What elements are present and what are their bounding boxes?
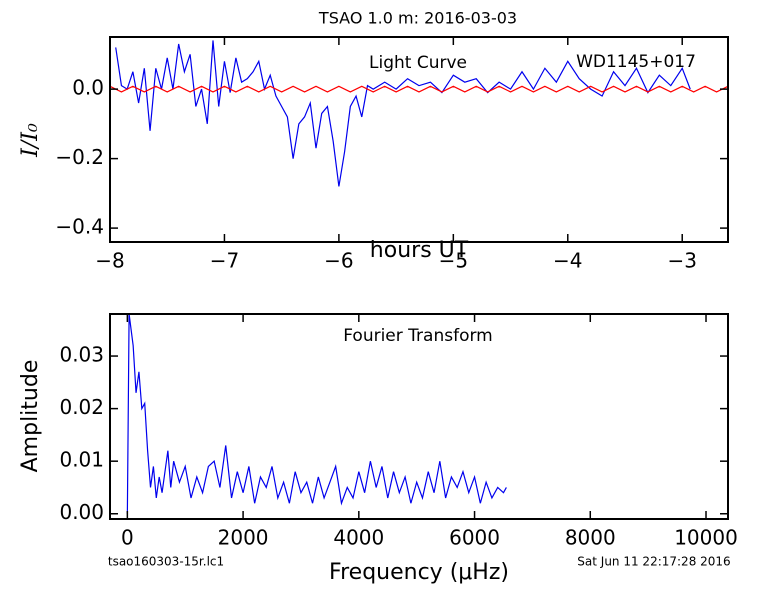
y-tick-label: 0.00 bbox=[59, 500, 104, 524]
data-line bbox=[110, 85, 728, 93]
x-tick-label: 0 bbox=[121, 526, 134, 550]
y-tick-label: −0.2 bbox=[55, 145, 104, 169]
y-tick-label: 0.0 bbox=[72, 76, 104, 100]
plot-frame bbox=[109, 313, 729, 520]
x-tick-label: 8000 bbox=[565, 526, 616, 550]
annotation: Light Curve bbox=[369, 53, 467, 73]
plot-frame bbox=[109, 36, 729, 243]
data-line bbox=[126, 314, 507, 514]
x-axis-label: Frequency (μHz) bbox=[329, 560, 509, 585]
y-axis-label: I/I₀ bbox=[18, 123, 43, 158]
x-tick-label: −8 bbox=[95, 249, 124, 273]
footer-date: Sat Jun 11 22:17:28 2016 bbox=[577, 555, 730, 569]
x-tick-label: −7 bbox=[210, 249, 239, 273]
x-tick-label: 6000 bbox=[449, 526, 500, 550]
y-axis-label: Amplitude bbox=[18, 360, 43, 473]
y-tick-label: 0.02 bbox=[59, 395, 104, 419]
data-line bbox=[115, 40, 691, 187]
y-tick-label: 0.03 bbox=[59, 343, 104, 367]
x-tick-label: 4000 bbox=[333, 526, 384, 550]
chart-title: TSAO 1.0 m: 2016-03-03 bbox=[318, 9, 517, 28]
x-tick-label: 10000 bbox=[674, 526, 738, 550]
x-tick-label: 2000 bbox=[218, 526, 269, 550]
footer-file: tsao160303-15r.lc1 bbox=[108, 555, 224, 569]
x-tick-label: −5 bbox=[439, 249, 468, 273]
x-axis-label: hours UT bbox=[370, 238, 469, 263]
annotation: Fourier Transform bbox=[343, 326, 492, 346]
annotation: WD1145+017 bbox=[576, 52, 696, 72]
y-tick-label: 0.01 bbox=[59, 448, 104, 472]
x-tick-label: −3 bbox=[667, 249, 696, 273]
x-tick-label: −6 bbox=[324, 249, 353, 273]
x-tick-label: −4 bbox=[553, 249, 582, 273]
y-tick-label: −0.4 bbox=[55, 215, 104, 239]
